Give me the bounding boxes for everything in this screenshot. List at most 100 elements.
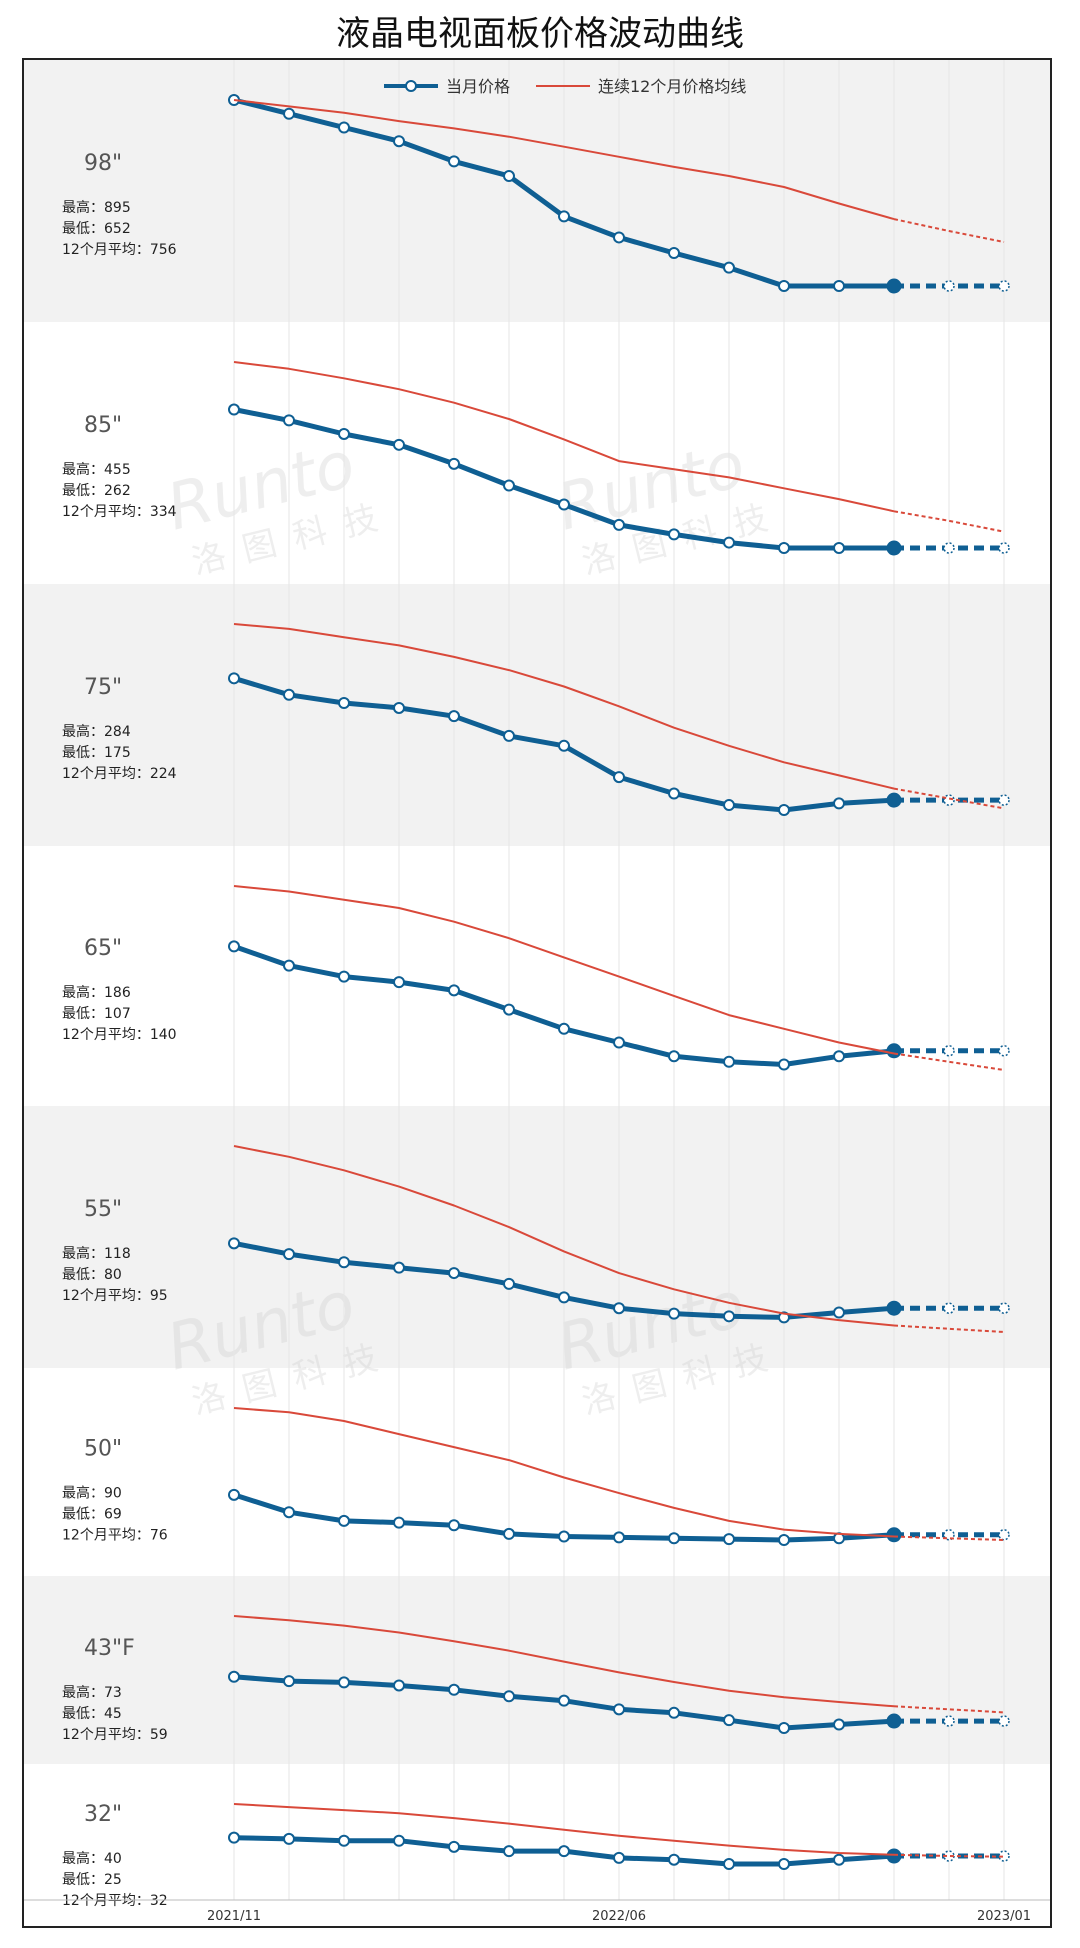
panel-max-label: 最高：284: [62, 723, 131, 740]
data-point: [503, 1003, 515, 1016]
panel-avg-label: 12个月平均：76: [62, 1527, 168, 1543]
data-point: [338, 970, 350, 983]
data-point: [723, 1055, 735, 1068]
panel-min-label: 最低：652: [62, 221, 131, 237]
data-point: [723, 536, 735, 549]
data-point: [778, 542, 790, 554]
data-point: [558, 1291, 570, 1304]
data-point-forecast: [943, 794, 955, 806]
data-point: [228, 1488, 240, 1501]
panel-size-label: 50": [84, 1436, 122, 1461]
panel-min-label: 最低：69: [62, 1506, 122, 1522]
panel-min-label: 最低：262: [62, 483, 131, 499]
data-point-forecast: [998, 1529, 1010, 1541]
x-tick-label: 2021/11: [207, 1909, 261, 1924]
data-point-forecast: [998, 280, 1010, 292]
data-point: [558, 1530, 570, 1543]
data-point: [503, 1845, 515, 1858]
data-point: [338, 697, 350, 710]
data-point: [833, 542, 845, 554]
data-point: [723, 1714, 735, 1727]
rolling-average-forecast-line: [893, 1052, 1005, 1071]
data-point-forecast: [998, 1045, 1010, 1057]
data-point: [228, 1831, 240, 1844]
data-point: [723, 1310, 735, 1323]
data-point: [723, 1858, 735, 1870]
data-point: [613, 1703, 625, 1716]
data-point: [778, 1722, 790, 1734]
data-point: [228, 940, 240, 953]
data-point-current: [886, 1527, 902, 1543]
data-point: [613, 1036, 625, 1049]
data-point: [228, 1670, 240, 1683]
rolling-average-line: [233, 885, 895, 1055]
rolling-average-line: [233, 1407, 895, 1538]
data-point: [393, 438, 405, 451]
data-point: [833, 1050, 845, 1063]
panel-avg-label: 12个月平均：224: [62, 766, 177, 782]
data-point: [668, 528, 680, 541]
data-point: [448, 1840, 460, 1853]
panel-avg-label: 12个月平均：95: [62, 1288, 168, 1304]
data-point: [668, 787, 680, 800]
data-point: [448, 1267, 460, 1280]
chart-frame: Runto 洛图科技 Runto 洛图科技 Runto 洛图科技 Runto 洛图科技 98"…: [22, 58, 1052, 1928]
data-point: [723, 1533, 735, 1546]
panel-size-label: 32": [84, 1802, 122, 1827]
data-point: [558, 1845, 570, 1858]
panel-size-label: 98": [84, 151, 122, 176]
panel-band: [24, 1576, 1050, 1764]
data-point: [723, 261, 735, 274]
data-point-forecast: [943, 542, 955, 554]
data-point: [668, 1307, 680, 1320]
data-point: [393, 1261, 405, 1274]
legend: 当月价格 连续12个月价格均线: [384, 77, 746, 96]
data-point: [503, 1277, 515, 1290]
data-point: [393, 1679, 405, 1692]
data-point-forecast: [998, 1715, 1010, 1727]
data-point: [393, 701, 405, 714]
x-tick-label: 2023/01: [977, 1909, 1031, 1924]
data-point: [668, 247, 680, 260]
data-point: [778, 1858, 790, 1870]
rolling-average-line: [233, 623, 895, 790]
legend-monthly-marker: [405, 80, 417, 92]
legend-rolling-label: 连续12个月价格均线: [598, 77, 746, 96]
panel-avg-label: 12个月平均：334: [62, 504, 177, 520]
data-point: [668, 1050, 680, 1063]
data-point: [283, 688, 295, 701]
data-point-current: [886, 278, 902, 294]
data-point: [283, 1506, 295, 1519]
data-point: [338, 121, 350, 134]
x-tick-label: 2022/06: [592, 1909, 646, 1924]
panel-labels: 98" 最高：895 最低：652 12个月平均：756 85" 最高：455 最低：262…: [62, 151, 177, 1909]
data-point: [283, 1675, 295, 1688]
x-axis: 2021/11 2022/06 2023/01: [24, 1899, 1050, 1924]
data-point: [668, 1532, 680, 1545]
data-point: [283, 414, 295, 427]
data-point: [283, 959, 295, 972]
data-point-current: [886, 792, 902, 808]
data-point: [833, 797, 845, 810]
data-point: [833, 1306, 845, 1319]
data-point: [228, 1237, 240, 1250]
data-point: [393, 1516, 405, 1529]
data-point: [393, 135, 405, 148]
panel-max-label: 最高：455: [62, 461, 131, 478]
data-point: [503, 1527, 515, 1540]
data-point: [448, 984, 460, 997]
rolling-average-forecast-line: [893, 787, 1005, 810]
panel-min-label: 最低：45: [62, 1706, 122, 1722]
data-point: [393, 1834, 405, 1847]
data-point: [503, 170, 515, 183]
data-point: [393, 976, 405, 989]
data-point: [613, 771, 625, 784]
panel-min-label: 最低：25: [62, 1872, 122, 1888]
rolling-average-forecast-line: [893, 1853, 1005, 1858]
data-point-current: [886, 1043, 902, 1059]
data-point: [778, 1058, 790, 1071]
data-point-forecast: [943, 280, 955, 292]
panel-bands: [24, 60, 1050, 1764]
rolling-average-forecast-line: [893, 1705, 1005, 1714]
